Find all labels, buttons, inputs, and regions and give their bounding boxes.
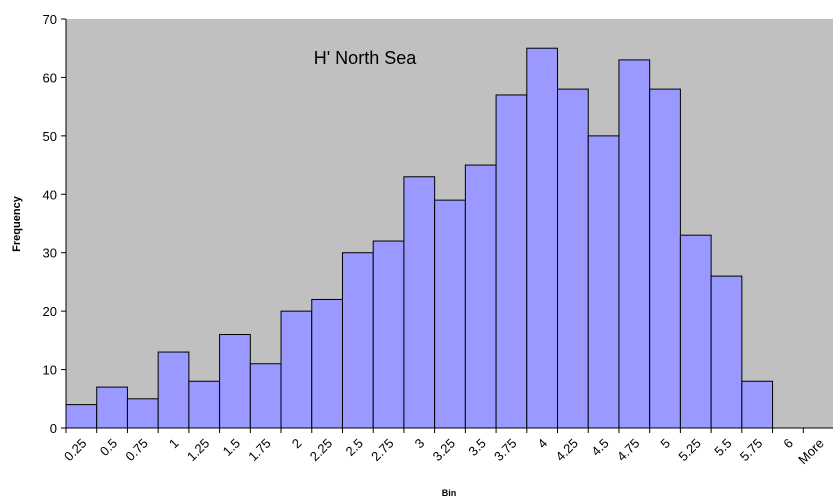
y-tick-label: 30 <box>43 246 57 261</box>
y-tick-label: 20 <box>43 304 57 319</box>
bar-0.25 <box>65 404 98 429</box>
x-tick-label: 0.25 <box>61 436 90 465</box>
bar-3.5 <box>464 164 497 429</box>
bar-4.25 <box>557 88 589 429</box>
bar-1.5 <box>219 334 251 429</box>
x-tick-label: 3.25 <box>430 436 459 465</box>
x-tick-label: 4.5 <box>588 436 611 459</box>
x-tick-label: 5 <box>657 436 673 452</box>
chart-title: H' North Sea <box>314 48 417 68</box>
x-tick-label: 3 <box>412 436 428 452</box>
y-tick-label: 70 <box>43 12 57 27</box>
y-tick-label: 50 <box>43 129 57 144</box>
bar-5.25 <box>679 234 712 429</box>
x-tick-label: 0.75 <box>122 436 151 465</box>
x-tick-label: 2.25 <box>307 436 336 465</box>
bar-1.75 <box>249 363 282 429</box>
x-tick-label: 4.75 <box>614 436 643 465</box>
y-tick-label: 10 <box>43 363 57 378</box>
x-tick-label: 3.75 <box>491 436 520 465</box>
x-tick-label: 4 <box>535 436 551 452</box>
bar-1.25 <box>188 380 221 429</box>
bar-4.75 <box>618 59 651 429</box>
bar-4 <box>526 47 559 429</box>
x-axis-title: Bin <box>442 488 457 498</box>
bar-1 <box>157 351 190 429</box>
bar-5.75 <box>741 380 774 429</box>
x-tick-label: 5.75 <box>737 436 766 465</box>
x-tick-label: 1.5 <box>220 436 243 459</box>
bar-2.5 <box>341 252 374 429</box>
y-tick-label: 40 <box>43 187 57 202</box>
bar-3.75 <box>495 94 528 429</box>
x-tick-label: 6 <box>780 436 796 452</box>
bar-0.75 <box>126 398 159 429</box>
bar-3.25 <box>434 199 466 429</box>
x-tick-label: 2.75 <box>368 436 397 465</box>
x-tick-label: 2 <box>289 436 305 452</box>
x-tick-label: 1.25 <box>184 436 213 465</box>
bars-group <box>65 47 774 429</box>
x-tick-label: 1 <box>166 436 182 452</box>
bar-0.5 <box>96 386 128 429</box>
bar-3 <box>403 176 436 429</box>
bar-5 <box>649 88 681 429</box>
y-axis-title: Frequency <box>11 195 23 252</box>
x-tick-label: 4.25 <box>552 436 581 465</box>
x-axis-ticks: 0.25 0.5 0.75 1 1.25 1.5 1.75 2 2.25 2.5 2.75 3 3.25… <box>61 428 827 468</box>
x-tick-label: 5.25 <box>675 436 704 465</box>
x-tick-label: 1.75 <box>245 436 274 465</box>
x-tick-label: More <box>795 436 827 468</box>
x-tick-label: 5.5 <box>711 436 734 459</box>
bar-5.5 <box>710 275 743 429</box>
x-tick-label: 0.5 <box>97 436 120 459</box>
y-tick-label: 0 <box>50 421 57 436</box>
bar-2.25 <box>311 298 343 429</box>
bar-4.5 <box>587 135 620 429</box>
y-tick-label: 60 <box>43 70 57 85</box>
y-axis-ticks: 0 10 20 30 40 50 60 70 <box>43 12 66 436</box>
x-tick-label: 3.5 <box>465 436 488 459</box>
bar-2 <box>280 310 313 429</box>
x-tick-label: 2.5 <box>343 436 366 459</box>
bar-2.75 <box>372 240 405 429</box>
